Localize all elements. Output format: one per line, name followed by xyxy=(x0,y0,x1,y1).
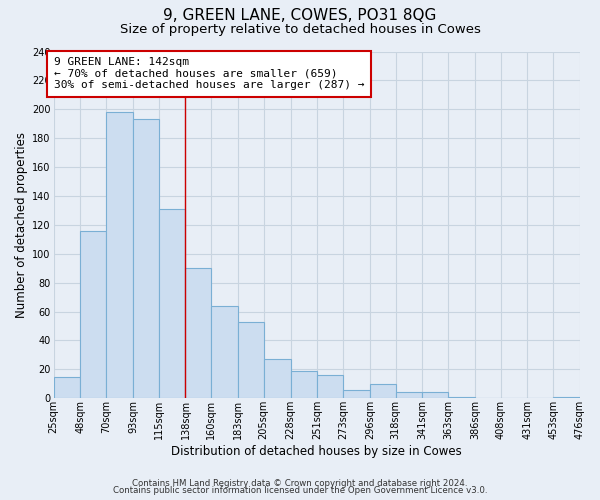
Bar xyxy=(553,396,580,398)
Bar xyxy=(343,390,370,398)
Bar xyxy=(106,112,133,398)
Y-axis label: Number of detached properties: Number of detached properties xyxy=(15,132,28,318)
Bar xyxy=(290,370,317,398)
Bar xyxy=(263,359,290,398)
Bar xyxy=(133,120,158,398)
Bar xyxy=(211,306,238,398)
Text: 9 GREEN LANE: 142sqm
← 70% of detached houses are smaller (659)
30% of semi-deta: 9 GREEN LANE: 142sqm ← 70% of detached h… xyxy=(53,58,364,90)
Bar xyxy=(238,322,263,398)
Bar xyxy=(317,375,343,398)
Bar xyxy=(370,384,395,398)
X-axis label: Distribution of detached houses by size in Cowes: Distribution of detached houses by size … xyxy=(172,444,462,458)
Bar xyxy=(395,392,422,398)
Bar xyxy=(158,209,185,398)
Bar xyxy=(185,268,211,398)
Text: Contains HM Land Registry data © Crown copyright and database right 2024.: Contains HM Land Registry data © Crown c… xyxy=(132,478,468,488)
Bar xyxy=(448,396,475,398)
Text: Contains public sector information licensed under the Open Government Licence v3: Contains public sector information licen… xyxy=(113,486,487,495)
Bar xyxy=(80,230,106,398)
Bar xyxy=(422,392,448,398)
Text: Size of property relative to detached houses in Cowes: Size of property relative to detached ho… xyxy=(119,22,481,36)
Text: 9, GREEN LANE, COWES, PO31 8QG: 9, GREEN LANE, COWES, PO31 8QG xyxy=(163,8,437,22)
Bar xyxy=(53,376,80,398)
